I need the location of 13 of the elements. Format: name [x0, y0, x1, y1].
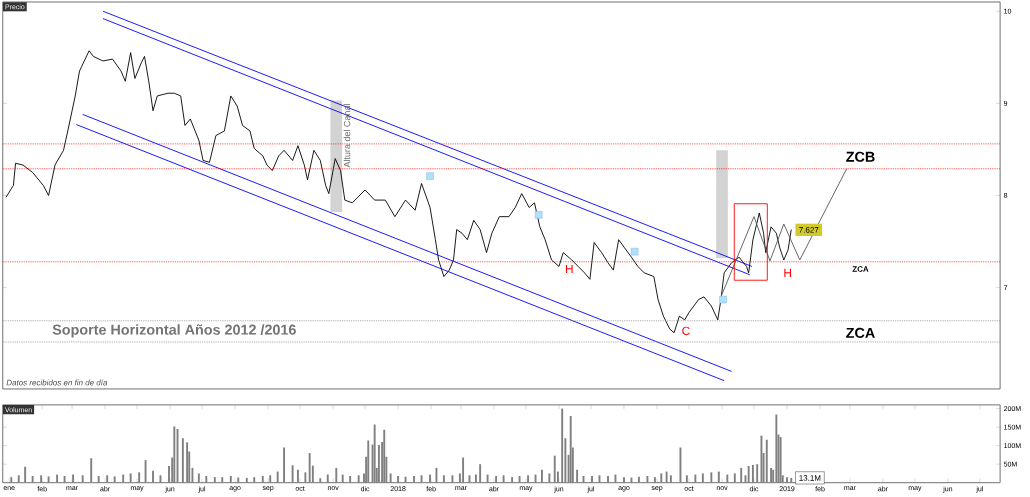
bar — [330, 100, 343, 213]
annotation: C — [682, 326, 690, 336]
annotation: H — [565, 265, 573, 274]
point — [630, 248, 639, 256]
point — [535, 211, 543, 219]
annotation: ZCB — [846, 151, 875, 163]
annotation: Soporte Horizontal Años 2012 /2016 — [52, 324, 296, 338]
annotation: ZCA — [846, 327, 875, 339]
annotation: H — [784, 268, 792, 278]
bar — [716, 150, 728, 259]
annotation: Altura del Canal — [343, 104, 351, 168]
point — [426, 172, 434, 180]
point — [719, 296, 727, 304]
